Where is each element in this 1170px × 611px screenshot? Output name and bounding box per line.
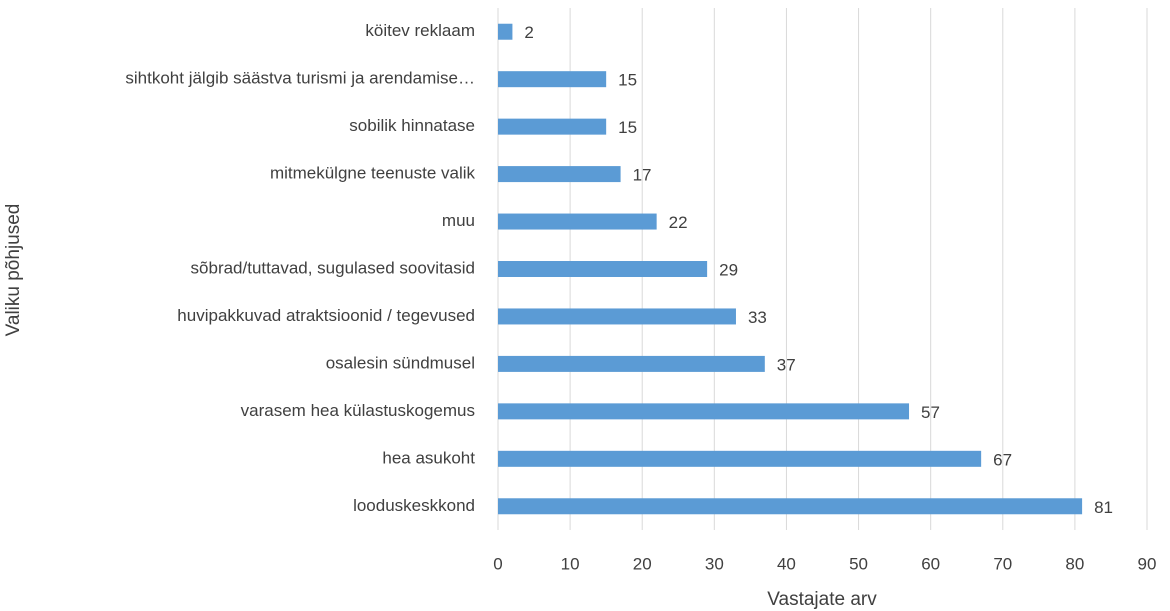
data-label: 15 [618, 71, 637, 90]
bar [498, 355, 765, 372]
data-label: 15 [618, 118, 637, 137]
x-tick-label: 80 [1065, 554, 1084, 573]
x-axis-title: Vastajate arv [767, 589, 877, 610]
y-tick-label: sobilik hinnatase [349, 116, 475, 135]
bar [498, 71, 607, 88]
y-axis-title: Valiku põhjused [3, 204, 24, 337]
bar [498, 450, 982, 467]
bar [498, 498, 1083, 515]
bar [498, 403, 910, 420]
y-tick-label: sihtkoht jälgib säästva turismi ja arend… [125, 69, 475, 88]
x-tick-label: 0 [493, 554, 502, 573]
y-tick-label: hea asukoht [382, 448, 475, 467]
y-tick-label: varasem hea külastuskogemus [241, 401, 475, 420]
data-label: 17 [633, 166, 652, 185]
x-tick-label: 10 [561, 554, 580, 573]
data-label: 81 [1094, 498, 1113, 517]
bar [498, 118, 607, 135]
data-label: 33 [748, 308, 767, 327]
x-tick-label: 50 [849, 554, 868, 573]
y-tick-label: muu [442, 211, 475, 230]
y-tick-label: huvipakkuvad atraktsioonid / tegevused [177, 306, 475, 325]
x-tick-label: 60 [921, 554, 940, 573]
data-label: 29 [719, 260, 738, 279]
x-tick-label: 40 [777, 554, 796, 573]
bar [498, 308, 736, 325]
x-tick-label: 90 [1138, 554, 1157, 573]
bar [498, 213, 657, 230]
x-tick-label: 20 [633, 554, 652, 573]
data-label: 57 [921, 403, 940, 422]
y-tick-label: sõbrad/tuttavad, sugulased soovitasid [191, 258, 475, 277]
y-tick-label: köitev reklaam [365, 21, 475, 40]
x-tick-label: 70 [993, 554, 1012, 573]
bar [498, 23, 513, 40]
bar [498, 261, 708, 277]
x-tick-label: 30 [705, 554, 724, 573]
data-label: 37 [777, 355, 796, 374]
y-tick-label: looduskeskkond [353, 496, 475, 515]
data-label: 67 [993, 450, 1012, 469]
bar [498, 166, 621, 183]
y-tick-label: mitmekülgne teenuste valik [270, 164, 476, 183]
data-label: 22 [669, 213, 688, 232]
data-label: 2 [524, 23, 533, 42]
y-tick-label: osalesin sündmusel [326, 353, 475, 372]
